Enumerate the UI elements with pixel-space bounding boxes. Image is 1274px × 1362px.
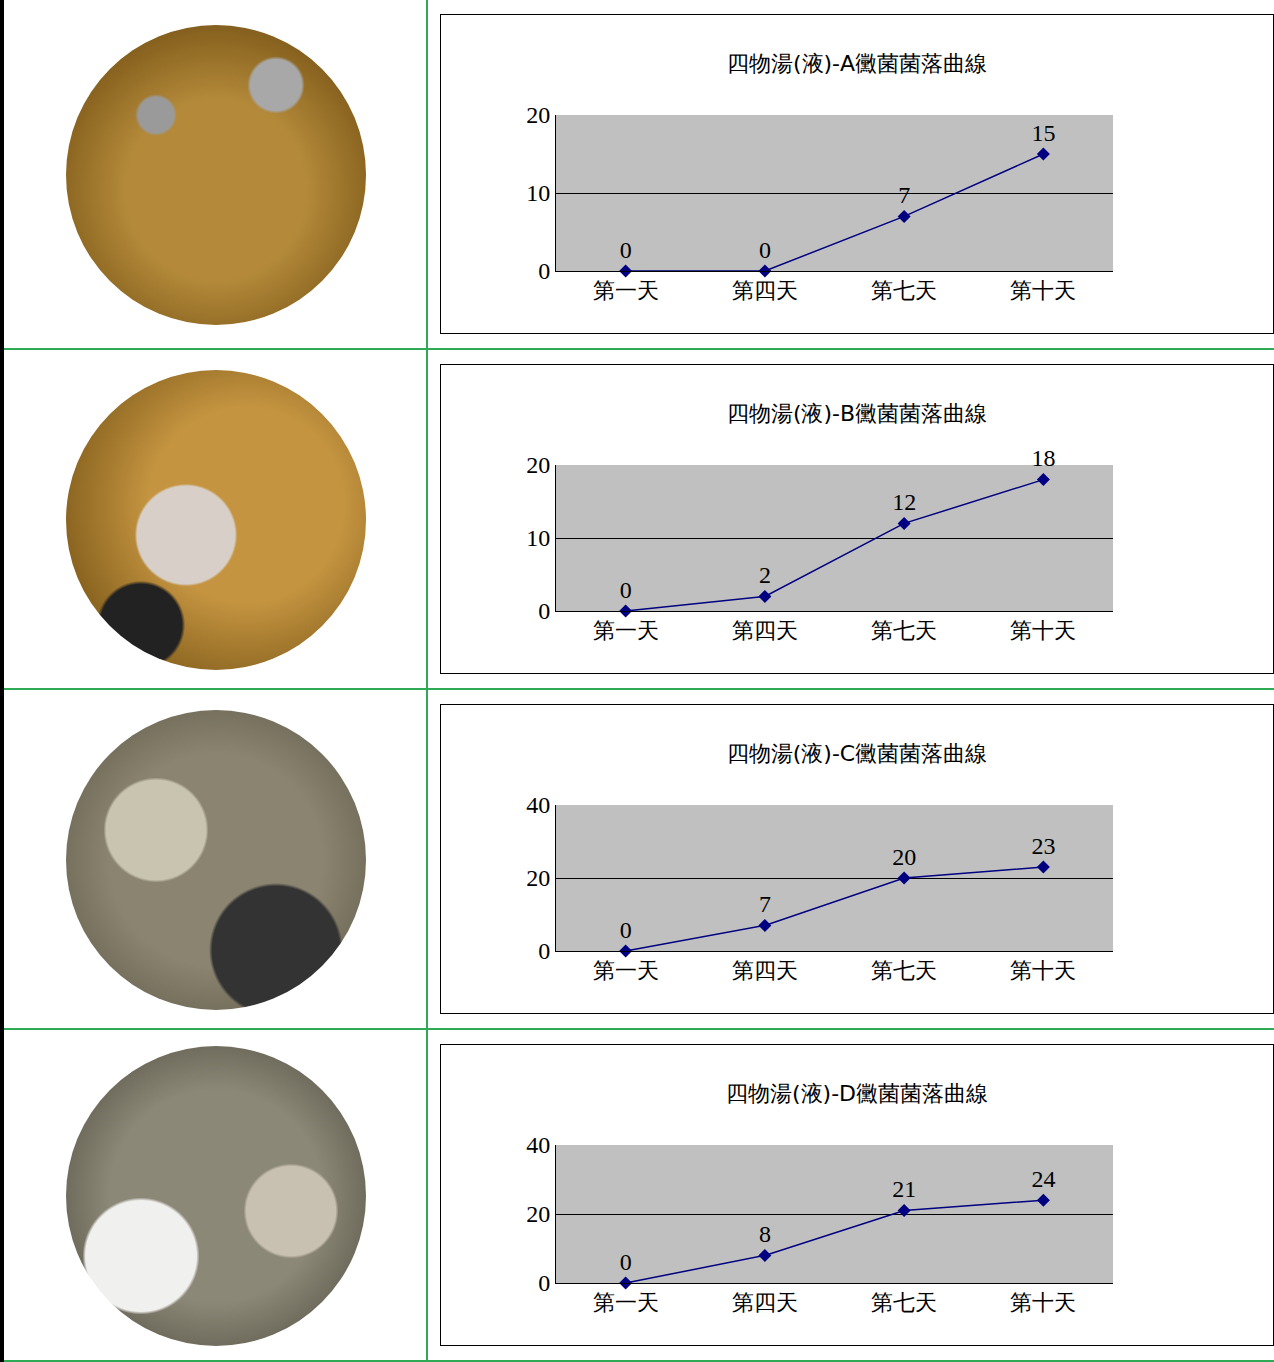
- svg-text:18: 18: [1031, 445, 1055, 471]
- svg-text:23: 23: [1031, 833, 1055, 859]
- svg-text:24: 24: [1031, 1166, 1055, 1192]
- svg-text:10: 10: [526, 525, 550, 551]
- svg-text:第四天: 第四天: [732, 278, 798, 303]
- svg-text:四物湯(液)-B黴菌菌落曲線: 四物湯(液)-B黴菌菌落曲線: [727, 401, 987, 426]
- svg-text:第七天: 第七天: [871, 1290, 937, 1315]
- svg-text:第一天: 第一天: [593, 618, 659, 643]
- svg-text:四物湯(液)-D黴菌菌落曲線: 四物湯(液)-D黴菌菌落曲線: [726, 1081, 988, 1106]
- svg-text:20: 20: [526, 102, 550, 128]
- svg-text:第四天: 第四天: [732, 1290, 798, 1315]
- svg-text:0: 0: [620, 237, 632, 263]
- svg-text:40: 40: [526, 1132, 550, 1158]
- svg-text:0: 0: [759, 237, 771, 263]
- svg-text:第四天: 第四天: [732, 958, 798, 983]
- svg-text:7: 7: [759, 891, 771, 917]
- svg-text:15: 15: [1031, 120, 1055, 146]
- svg-text:40: 40: [526, 792, 550, 818]
- svg-text:第十天: 第十天: [1010, 958, 1076, 983]
- svg-text:第十天: 第十天: [1010, 1290, 1076, 1315]
- svg-text:第一天: 第一天: [593, 1290, 659, 1315]
- svg-text:第十天: 第十天: [1010, 278, 1076, 303]
- svg-text:12: 12: [892, 489, 916, 515]
- svg-text:20: 20: [526, 452, 550, 478]
- svg-text:四物湯(液)-A黴菌菌落曲線: 四物湯(液)-A黴菌菌落曲線: [727, 51, 987, 76]
- svg-text:0: 0: [620, 577, 632, 603]
- svg-text:第一天: 第一天: [593, 958, 659, 983]
- svg-text:21: 21: [892, 1176, 916, 1202]
- svg-text:0: 0: [620, 917, 632, 943]
- svg-text:10: 10: [526, 180, 550, 206]
- svg-text:第十天: 第十天: [1010, 618, 1076, 643]
- svg-text:第七天: 第七天: [871, 618, 937, 643]
- svg-text:2: 2: [759, 562, 771, 588]
- svg-text:20: 20: [526, 865, 550, 891]
- svg-text:0: 0: [538, 1270, 550, 1296]
- svg-text:0: 0: [620, 1249, 632, 1275]
- svg-text:0: 0: [538, 598, 550, 624]
- svg-text:20: 20: [892, 844, 916, 870]
- svg-text:第四天: 第四天: [732, 618, 798, 643]
- svg-text:8: 8: [759, 1221, 771, 1247]
- svg-text:0: 0: [538, 938, 550, 964]
- svg-text:20: 20: [526, 1201, 550, 1227]
- svg-text:7: 7: [898, 182, 910, 208]
- svg-text:四物湯(液)-C黴菌菌落曲線: 四物湯(液)-C黴菌菌落曲線: [727, 741, 987, 766]
- svg-text:第七天: 第七天: [871, 278, 937, 303]
- svg-text:0: 0: [538, 258, 550, 284]
- svg-text:第一天: 第一天: [593, 278, 659, 303]
- svg-text:第七天: 第七天: [871, 958, 937, 983]
